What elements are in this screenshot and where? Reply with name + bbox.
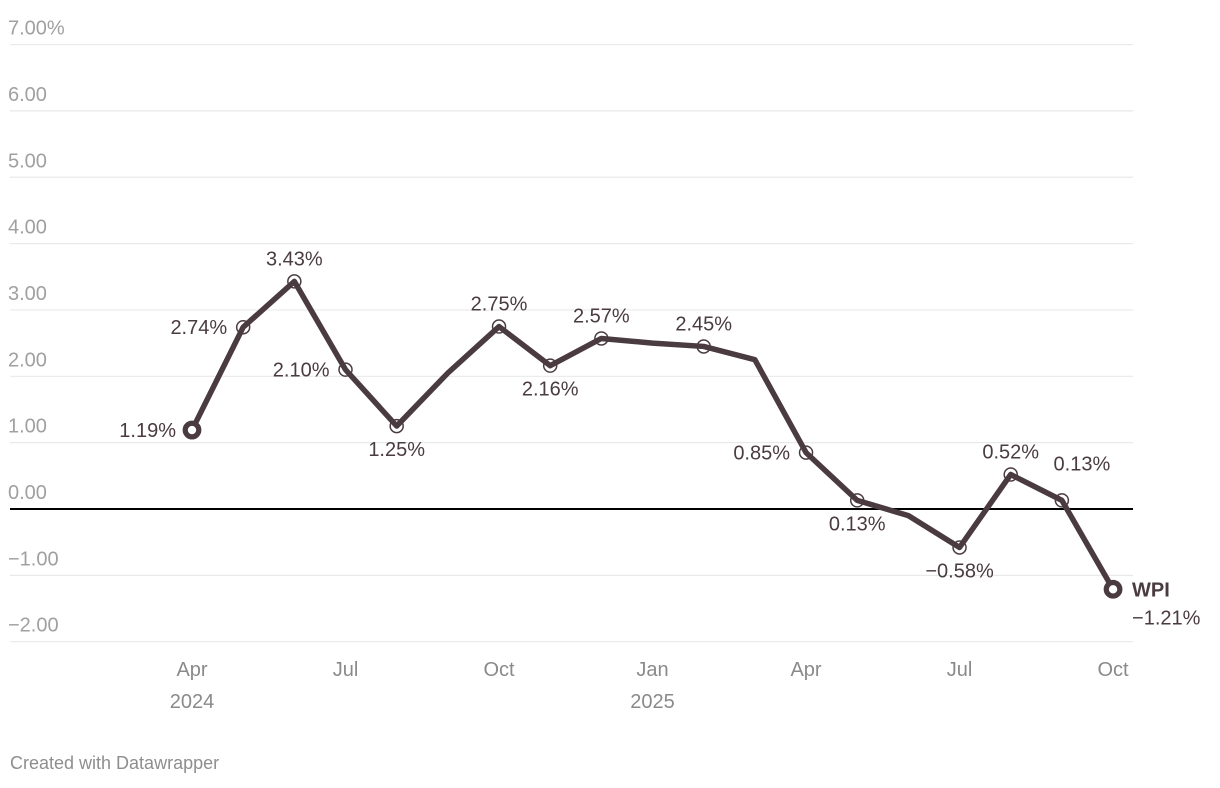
data-point-label: 0.13% <box>829 513 886 535</box>
data-point-label: 0.52% <box>982 441 1039 463</box>
data-point-label: 2.57% <box>573 305 630 327</box>
series-end-label-value: −1.21% <box>1132 607 1201 629</box>
series-endpoint-marker <box>182 420 202 440</box>
data-point-label: 0.85% <box>733 443 790 465</box>
x-axis-tick-label: Jul <box>947 659 973 681</box>
data-point-label: 3.43% <box>266 248 323 270</box>
x-axis-year-label: 2024 <box>170 691 215 713</box>
y-axis-tick-label: 3.00 <box>8 283 47 305</box>
y-axis-tick-label: −1.00 <box>8 548 59 570</box>
x-axis-tick-label: Jan <box>636 659 668 681</box>
data-point-label: 2.75% <box>471 294 528 316</box>
y-axis-tick-label: 4.00 <box>8 217 47 239</box>
y-axis-tick-label: 5.00 <box>8 150 47 172</box>
data-point-label: 1.25% <box>368 439 425 461</box>
datawrapper-credit: Created with Datawrapper <box>10 753 220 773</box>
y-axis-tick-label: 0.00 <box>8 482 47 504</box>
x-axis-tick-label: Apr <box>176 659 207 681</box>
data-point-label: −0.58% <box>925 560 994 582</box>
series-endpoint-marker <box>1103 579 1123 599</box>
data-point-label: 2.16% <box>522 379 579 401</box>
series-end-label-name: WPI <box>1132 579 1170 601</box>
x-axis-tick-label: Jul <box>333 659 359 681</box>
data-point-label: 2.45% <box>675 313 732 335</box>
data-point-label: 2.74% <box>170 317 227 339</box>
y-axis-tick-label: 7.00% <box>8 18 65 40</box>
y-axis-tick-label: 6.00 <box>8 84 47 106</box>
x-axis-tick-label: Apr <box>790 659 821 681</box>
data-point-label: 2.10% <box>273 360 330 382</box>
x-axis-tick-label: Oct <box>1097 659 1129 681</box>
y-axis-tick-label: 1.00 <box>8 416 47 438</box>
y-axis-tick-label: −2.00 <box>8 615 59 637</box>
y-axis-tick-label: 2.00 <box>8 349 47 371</box>
x-axis-year-label: 2025 <box>630 691 675 713</box>
data-point-label: 1.19% <box>119 420 176 442</box>
data-point-label: 0.13% <box>1054 453 1111 475</box>
wpi-series-line <box>189 278 1116 591</box>
x-axis-tick-label: Oct <box>483 659 515 681</box>
